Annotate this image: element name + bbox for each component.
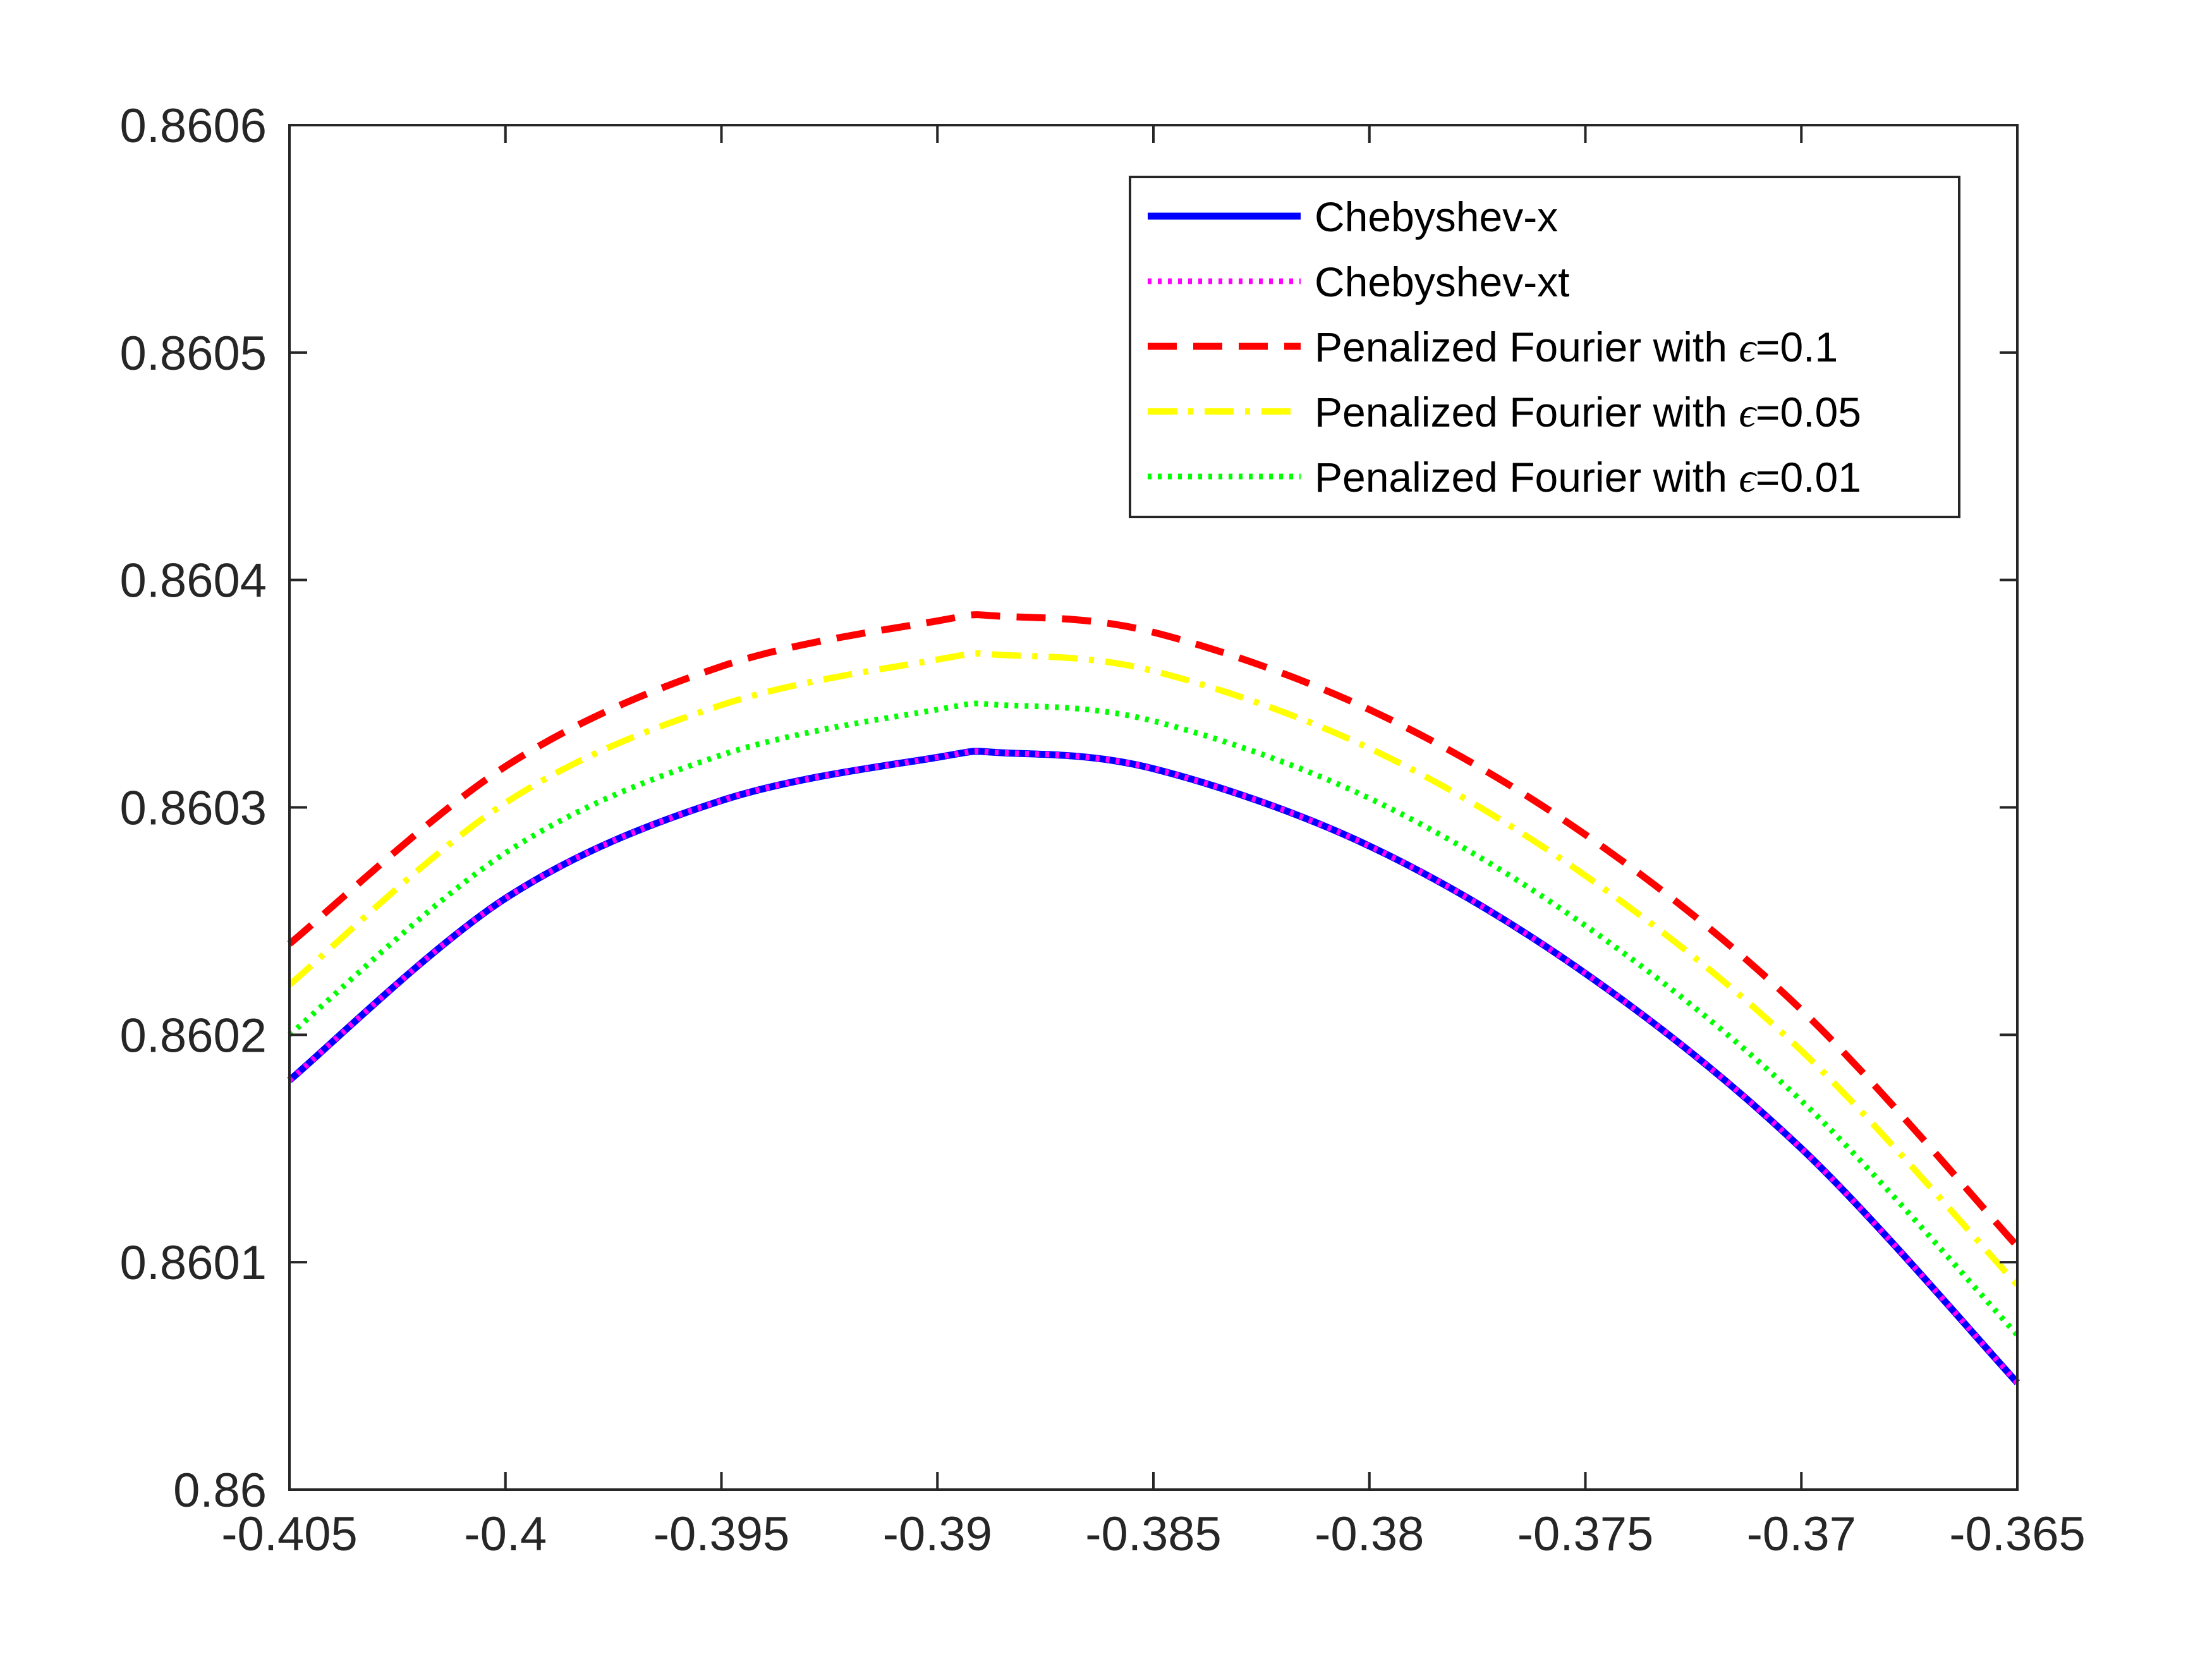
x-tick-label: -0.385 — [1085, 1507, 1222, 1561]
y-tick-label: 0.8605 — [120, 327, 267, 380]
legend: Chebyshev-x Chebyshev-xt Penalized Fourier… — [1129, 176, 1960, 518]
x-tick-label: -0.405 — [221, 1507, 358, 1561]
x-tick-label: -0.37 — [1747, 1507, 1856, 1561]
x-tick-label: -0.395 — [653, 1507, 790, 1561]
series-line-4 — [287, 650, 2020, 1287]
series-line-1 — [287, 748, 2021, 1385]
y-tick-label: 0.8603 — [120, 782, 267, 836]
legend-label-1: Chebyshev-x — [1315, 193, 1558, 240]
x-tick-label: -0.4 — [464, 1507, 547, 1561]
legend-label-5: Penalized Fourier with ϵ=0.01 — [1315, 454, 1861, 501]
x-tick-label: -0.38 — [1315, 1507, 1424, 1561]
series-layer — [287, 611, 2021, 1385]
series-line-3 — [287, 611, 2021, 1249]
legend-label-2: Chebyshev-xt — [1315, 258, 1570, 305]
y-tick-label: 0.8606 — [120, 99, 267, 153]
legend-label-4: Penalized Fourier with ϵ=0.05 — [1315, 389, 1861, 436]
legend-box — [1129, 176, 1960, 518]
y-tick-label: 0.8602 — [120, 1009, 267, 1062]
y-tick-label: 0.8601 — [120, 1236, 267, 1290]
legend-label-3: Penalized Fourier with ϵ=0.1 — [1315, 324, 1838, 371]
axes-layer: -0.405 -0.4 -0.395 -0.39 -0.385 -0.38 -0.375 -0… — [120, 99, 2086, 1561]
x-tick-label: -0.365 — [1949, 1507, 2086, 1561]
x-tick-label: -0.39 — [883, 1507, 992, 1561]
y-tick-label: 0.8604 — [120, 554, 267, 608]
y-tick-label: 0.86 — [173, 1464, 267, 1517]
x-tick-label: -0.375 — [1517, 1507, 1654, 1561]
